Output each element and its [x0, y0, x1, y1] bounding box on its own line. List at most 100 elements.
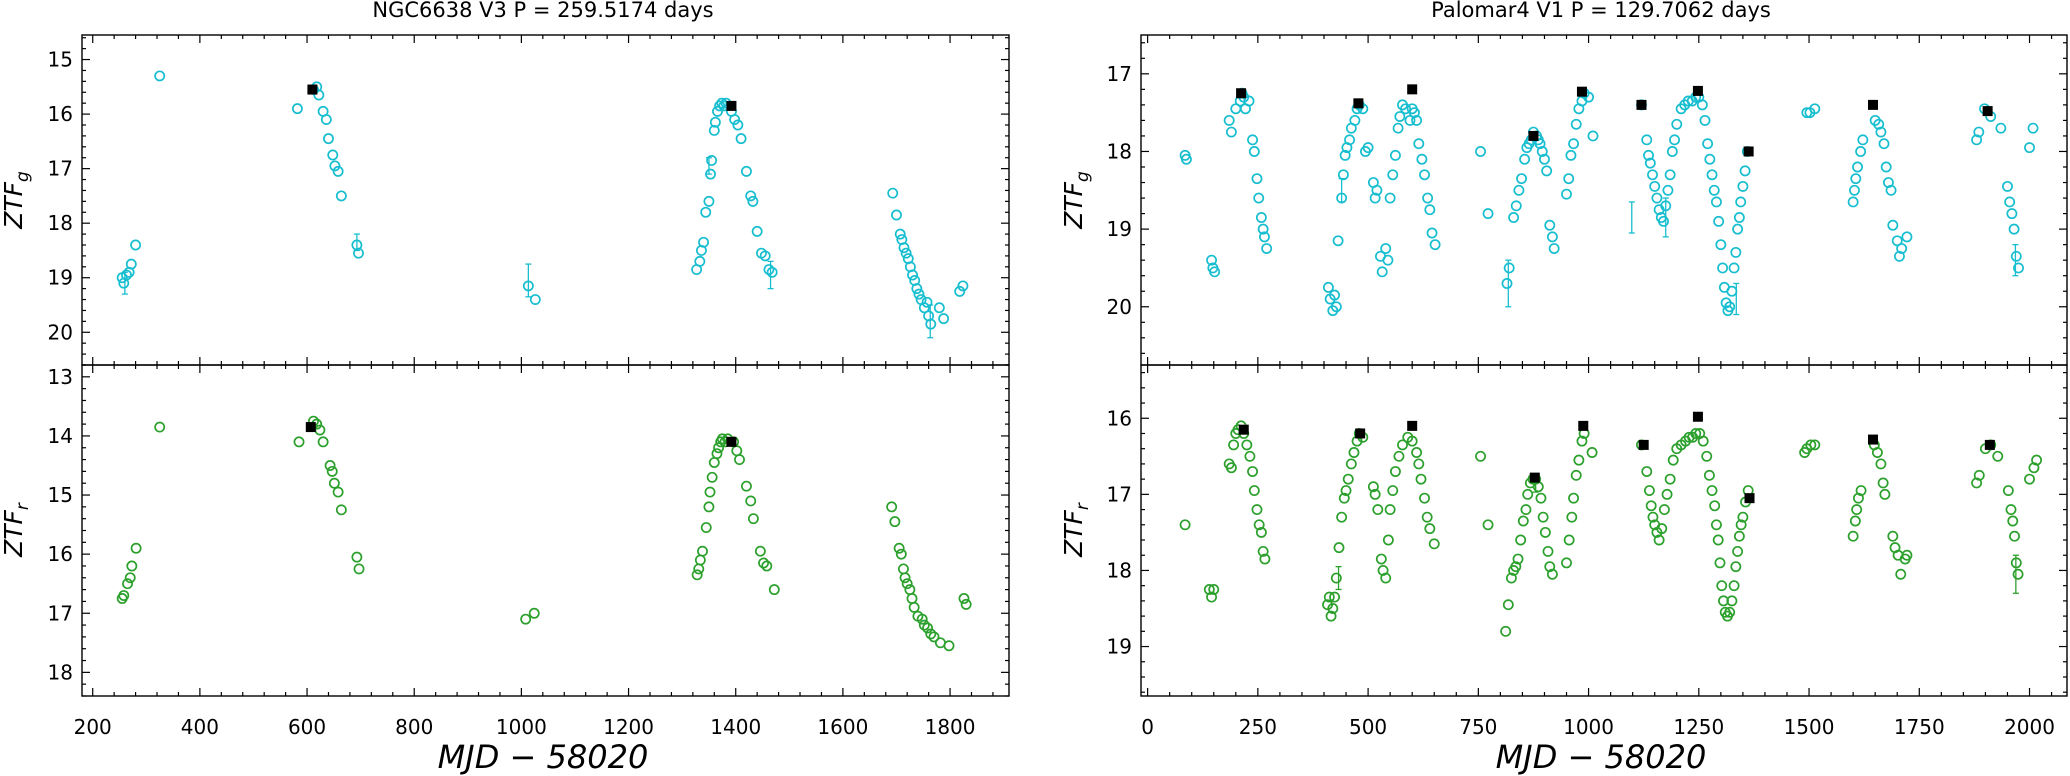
- data-point: [2004, 196, 2016, 208]
- data-point: [1419, 169, 1430, 181]
- data-point: [1662, 184, 1674, 196]
- data-point: [1660, 200, 1672, 212]
- data-point: [960, 598, 972, 610]
- data-point: [1690, 428, 1702, 439]
- left-x-ticks: 200 400 600 800 1000 1200 1400 1600 1800: [74, 35, 994, 739]
- y-tick-label: 16: [1107, 406, 1132, 430]
- data-point: [1251, 504, 1263, 516]
- data-point: [1570, 118, 1582, 130]
- data-point: [1337, 169, 1349, 181]
- data-point: [1345, 458, 1357, 470]
- data-point: [1539, 153, 1550, 165]
- data-point: [1730, 246, 1742, 258]
- data-point: [1809, 103, 1821, 115]
- data-point: [732, 119, 744, 131]
- data-point: [1714, 557, 1726, 569]
- data-point: [2009, 530, 2020, 542]
- data-point: [1649, 180, 1661, 192]
- data-point: [1225, 126, 1237, 138]
- data-point: [126, 560, 138, 572]
- data-point: [761, 560, 773, 572]
- data-point: [1257, 545, 1269, 557]
- maximum-marker: [1636, 99, 1647, 110]
- y-tick-label: 17: [1107, 62, 1132, 86]
- data-point: [2012, 568, 2024, 580]
- data-point: [759, 250, 771, 262]
- data-point: [1537, 511, 1549, 523]
- left-g-points: [116, 70, 969, 339]
- x-tick-label: 1800: [925, 715, 976, 739]
- data-point: [1413, 138, 1425, 150]
- data-point: [1208, 584, 1220, 595]
- data-point: [1697, 435, 1709, 447]
- data-point: [1641, 134, 1653, 146]
- maximum-marker: [1692, 85, 1703, 96]
- data-point: [1333, 542, 1345, 554]
- maximum-marker: [1984, 439, 1995, 450]
- data-point: [1643, 485, 1655, 497]
- data-point: [1505, 572, 1517, 584]
- data-point: [1206, 254, 1218, 266]
- data-point: [2002, 485, 2014, 497]
- data-point: [1255, 212, 1267, 223]
- data-point: [1513, 184, 1525, 196]
- data-point: [1561, 557, 1572, 569]
- data-point: [2031, 454, 2043, 466]
- y-tick-label: 19: [48, 266, 73, 290]
- data-point: [740, 165, 752, 177]
- data-point: [1696, 99, 1708, 111]
- data-point: [933, 302, 945, 314]
- x-tick-label: 750: [1459, 715, 1497, 739]
- right-g-ylabel: ZTFg: [1059, 171, 1093, 230]
- data-point: [2024, 473, 2035, 485]
- data-point: [1732, 545, 1744, 557]
- data-point: [2007, 515, 2019, 527]
- data-point: [1428, 538, 1440, 550]
- data-point: [1708, 184, 1720, 196]
- data-point: [1546, 568, 1558, 580]
- data-point: [1534, 138, 1546, 150]
- data-point: [1901, 231, 1913, 243]
- data-point: [1855, 485, 1867, 497]
- left-xlabel: MJD − 58020: [438, 738, 649, 776]
- data-point: [943, 640, 955, 652]
- data-point: [1849, 184, 1860, 196]
- data-point: [731, 445, 743, 457]
- data-point: [529, 294, 541, 305]
- data-point: [747, 513, 759, 525]
- data-point: [1563, 173, 1575, 185]
- data-point: [700, 522, 712, 533]
- data-point: [1651, 192, 1663, 204]
- data-point: [1546, 231, 1558, 243]
- data-point: [1329, 591, 1341, 603]
- data-point: [925, 318, 937, 330]
- data-point: [901, 578, 913, 590]
- data-point: [1717, 262, 1729, 274]
- data-point: [700, 206, 712, 218]
- data-point: [154, 421, 166, 433]
- data-point: [747, 195, 759, 207]
- data-point: [125, 258, 137, 270]
- data-point: [1878, 138, 1890, 150]
- data-point: [1706, 485, 1718, 497]
- data-point: [1259, 231, 1270, 243]
- data-point: [1875, 126, 1887, 138]
- y-tick-label: 16: [48, 102, 73, 126]
- data-point: [1180, 153, 1192, 165]
- data-point: [1667, 454, 1679, 466]
- data-point: [938, 313, 950, 325]
- data-point: [1382, 534, 1394, 546]
- data-point: [704, 486, 716, 498]
- data-point: [1255, 526, 1267, 538]
- data-point: [1394, 111, 1406, 122]
- data-point: [1709, 500, 1721, 512]
- data-point: [1871, 447, 1883, 458]
- data-point: [706, 471, 718, 483]
- data-point: [1852, 161, 1863, 173]
- data-point: [1387, 485, 1399, 497]
- data-point: [1371, 184, 1383, 196]
- data-point: [898, 242, 910, 254]
- data-point: [1809, 439, 1821, 451]
- maximum-marker: [1353, 98, 1364, 109]
